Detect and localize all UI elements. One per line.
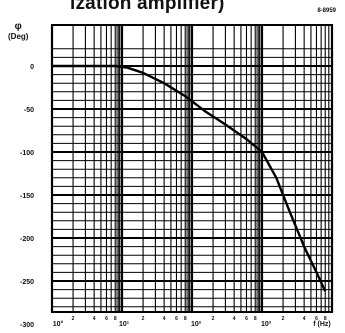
x-minor-label: 6 bbox=[315, 316, 318, 322]
x-minor-label: 8 bbox=[184, 316, 187, 322]
x-minor-label: 4 bbox=[93, 316, 96, 322]
x-minor-label: 2 bbox=[72, 316, 75, 322]
y-tick-label: -300 bbox=[20, 322, 34, 329]
x-tick-label: 10² bbox=[191, 321, 202, 328]
x-tick-label: f (Hz) bbox=[313, 321, 331, 328]
y-tick-label: -100 bbox=[20, 150, 34, 157]
y-tick-label: -250 bbox=[20, 279, 34, 286]
x-minor-label: 6 bbox=[245, 316, 248, 322]
x-minor-label: 8 bbox=[114, 316, 117, 322]
phase-curve bbox=[52, 64, 327, 292]
x-minor-label: 4 bbox=[303, 316, 306, 322]
y-tick-label: -200 bbox=[20, 236, 34, 243]
plot-frame bbox=[51, 24, 333, 313]
plot-border bbox=[51, 24, 333, 313]
figure-code: 8-8959 bbox=[317, 8, 336, 14]
phase-curve-group bbox=[52, 64, 327, 292]
y-axis-unit: (Deg) bbox=[8, 32, 29, 41]
x-minor-label: 2 bbox=[282, 316, 285, 322]
x-minor-label: 2 bbox=[212, 316, 215, 322]
y-tick-label: -50 bbox=[24, 107, 34, 114]
x-minor-label: 6 bbox=[175, 316, 178, 322]
x-minor-label: 2 bbox=[142, 316, 145, 322]
x-tick-label: 10° bbox=[53, 320, 64, 328]
x-tick-labels: 10° 10¹ 10² 10³ f (Hz)2 4 6 8 2 4 6 8 2 4 6 8 2 4 6 8 bbox=[53, 316, 331, 328]
x-minor-label: 4 bbox=[163, 316, 166, 322]
x-tick-label: 10³ bbox=[261, 321, 272, 328]
y-tick-label: 0 bbox=[30, 64, 34, 71]
y-axis-symbol: φ bbox=[14, 21, 22, 32]
x-minor-label: 6 bbox=[105, 316, 108, 322]
chart-title: ization amplifier) bbox=[70, 0, 225, 14]
x-minor-label: 4 bbox=[233, 316, 236, 322]
x-tick-label: 10¹ bbox=[119, 321, 130, 328]
y-tick-labels: 0 -50 -100 -150 -200 -250 -300 bbox=[20, 64, 34, 329]
y-axis-label: φ (Deg) bbox=[8, 22, 28, 42]
y-tick-label: -150 bbox=[20, 193, 34, 200]
x-minor-label: 8 bbox=[324, 316, 327, 322]
x-minor-label: 8 bbox=[254, 316, 257, 322]
